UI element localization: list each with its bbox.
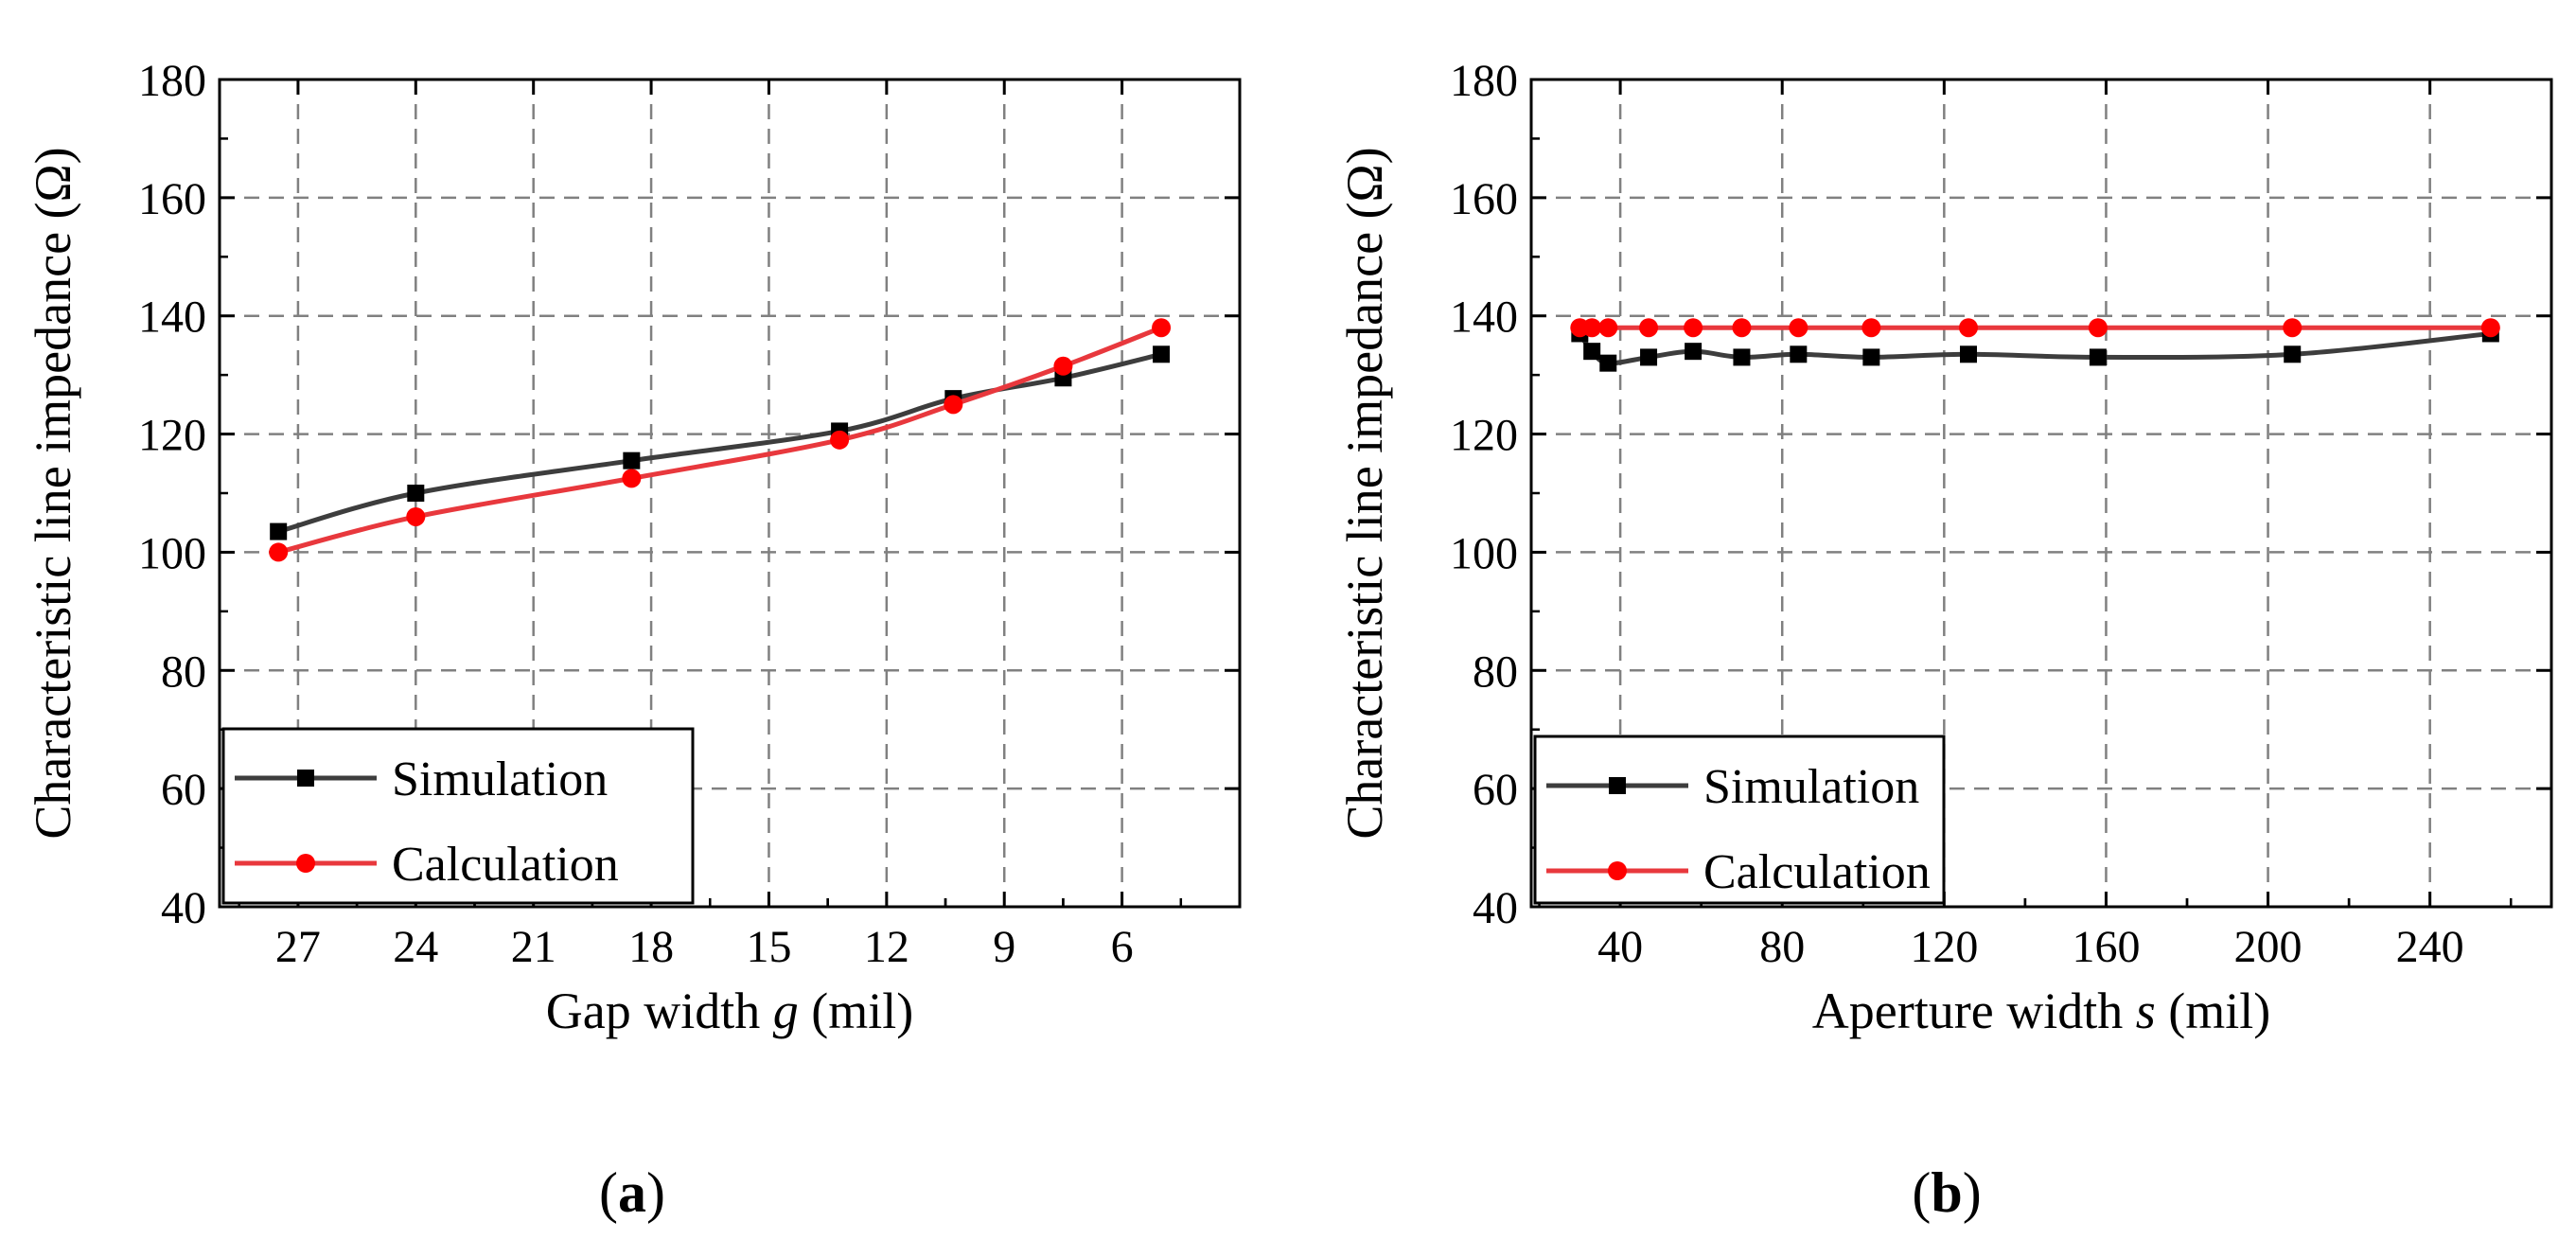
x-tick-label: 18 (628, 922, 674, 972)
data-point-square (623, 451, 641, 469)
x-axis-title-variable: g (773, 983, 799, 1039)
chart-panel-b: 40 60 80 100 120 140 160 180 40 80 120 160 200 240 Ape… (1336, 56, 2553, 1224)
data-point-circle (1732, 318, 1752, 338)
x-axis-title-suffix: (mil) (799, 983, 913, 1039)
y-axis-title: Characteristic line impedance (Ω) (1336, 147, 1393, 839)
data-point-circle (1152, 318, 1172, 338)
y-tick-label: 180 (138, 56, 206, 106)
series-calculation (269, 318, 1172, 562)
panel-label: (a) (599, 1161, 665, 1224)
y-tick-label: 160 (1450, 174, 1518, 224)
panel-label-open: ( (599, 1161, 618, 1224)
legend-entry-calculation: Calculation (392, 838, 619, 892)
data-point-circle (1639, 318, 1659, 338)
data-point-circle (2088, 318, 2108, 338)
data-point-circle (1861, 318, 1881, 338)
data-point-circle (1959, 318, 1978, 338)
legend-entry-calculation: Calculation (1703, 845, 1931, 899)
y-tick-label: 100 (138, 528, 206, 578)
data-point-square (1862, 348, 1880, 366)
y-tick-label: 120 (138, 411, 206, 461)
x-tick-label: 9 (993, 922, 1015, 972)
x-tick-label: 21 (511, 922, 556, 972)
legend-swatch-circle (1608, 861, 1627, 880)
x-tick-label: 15 (746, 922, 791, 972)
data-point-circle (1598, 318, 1618, 338)
y-tick-label: 40 (161, 883, 206, 933)
x-tick-label: 240 (2396, 922, 2464, 972)
y-axis-title: Characteristic line impedance (Ω) (25, 147, 81, 839)
y-tick-label: 180 (1450, 56, 1518, 106)
x-axis-title-prefix: Aperture width (1812, 983, 2136, 1039)
legend-box (221, 727, 695, 905)
x-tick-label: 160 (2072, 922, 2140, 972)
data-point-square (1733, 348, 1751, 366)
legend-swatch-circle (296, 854, 315, 873)
data-point-square (1583, 343, 1601, 361)
data-point-square (1640, 348, 1658, 366)
legend: Simulation Calculation (1533, 735, 1946, 905)
data-point-circle (1789, 318, 1808, 338)
data-point-square (1599, 354, 1617, 372)
y-tick-label: 100 (1450, 528, 1518, 578)
data-point-circle (944, 395, 963, 415)
x-tick-label: 80 (1759, 922, 1805, 972)
y-tick-label: 140 (138, 292, 206, 343)
x-tick-label: 120 (1910, 922, 1978, 972)
panel-label-open: ( (1912, 1161, 1931, 1224)
legend-entry-simulation: Simulation (392, 752, 608, 806)
chart-panel-a: 40 60 80 100 120 140 160 180 27 24 21 18 15 12 9 6 Gap w… (25, 56, 1242, 1224)
data-point-circle (1582, 318, 1602, 338)
data-point-square (1960, 345, 1977, 363)
y-tick-label: 80 (1473, 646, 1518, 697)
x-tick-label: 6 (1111, 922, 1134, 972)
legend-box (1533, 735, 1946, 905)
y-tick-label: 140 (1450, 292, 1518, 343)
data-point-square (1685, 343, 1703, 361)
data-point-square (1153, 345, 1171, 363)
y-tick-label: 40 (1473, 883, 1518, 933)
legend-swatch-square (297, 770, 314, 787)
data-point-circle (406, 506, 426, 526)
y-tick-label: 60 (161, 765, 206, 815)
panel-label-letter: a (618, 1161, 646, 1224)
data-point-square (2089, 348, 2107, 366)
x-tick-label: 27 (275, 922, 321, 972)
data-point-square (1790, 345, 1808, 363)
x-tick-label: 12 (864, 922, 909, 972)
panel-label: (b) (1912, 1161, 1981, 1224)
panel-label-close: ) (646, 1161, 665, 1224)
x-axis-title-suffix: (mil) (2156, 983, 2270, 1039)
legend-entry-simulation: Simulation (1703, 760, 1919, 814)
data-point-square (407, 485, 425, 502)
x-axis-title-variable: s (2136, 983, 2156, 1039)
x-axis-title: Aperture width s (mil) (1812, 983, 2270, 1039)
panel-label-letter: b (1931, 1161, 1962, 1224)
y-tick-label: 160 (138, 174, 206, 224)
data-point-circle (830, 430, 850, 450)
series-simulation (1571, 325, 2499, 372)
data-point-square (2284, 345, 2302, 363)
data-point-circle (2283, 318, 2303, 338)
series-calculation (1570, 318, 2500, 338)
y-tick-label: 60 (1473, 765, 1518, 815)
y-tick-label: 80 (161, 646, 206, 697)
data-point-circle (622, 469, 642, 488)
y-tick-label: 120 (1450, 411, 1518, 461)
x-tick-label: 200 (2234, 922, 2303, 972)
x-axis-title: Gap width g (mil) (546, 983, 913, 1039)
x-tick-label: 40 (1597, 922, 1643, 972)
data-point-circle (2480, 318, 2500, 338)
data-point-square (270, 522, 288, 540)
data-point-circle (1053, 356, 1073, 376)
panel-label-close: ) (1963, 1161, 1982, 1224)
legend: Simulation Calculation (221, 727, 695, 905)
series-line-simulation (1578, 330, 2492, 366)
data-point-circle (269, 542, 289, 562)
legend-swatch-square (1609, 777, 1626, 794)
x-tick-label: 24 (393, 922, 438, 972)
x-axis-title-prefix: Gap width (546, 983, 773, 1039)
data-point-circle (1684, 318, 1703, 338)
